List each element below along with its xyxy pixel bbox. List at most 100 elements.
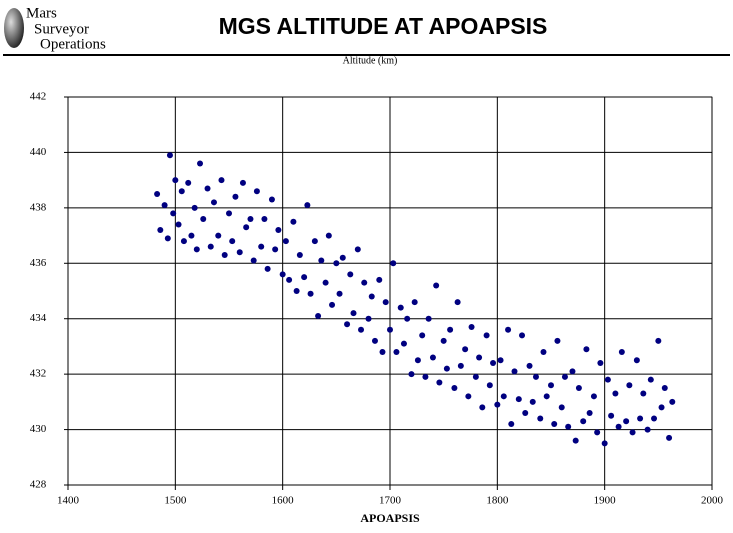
x-axis-label: APOAPSIS [360, 511, 420, 525]
point [365, 315, 372, 322]
point [339, 254, 346, 261]
logo-text: Surveyor [34, 21, 89, 37]
point [279, 271, 286, 278]
point [376, 276, 383, 283]
point [304, 202, 311, 209]
point [572, 437, 579, 444]
point [354, 246, 361, 253]
point [612, 390, 619, 397]
logo: Mars Surveyor Operations [4, 5, 106, 52]
logo-globe [4, 8, 24, 48]
point [472, 373, 479, 380]
chart-title: MGS ALTITUDE AT APOAPSIS [219, 13, 548, 39]
point [457, 362, 464, 369]
point [548, 382, 554, 389]
point [433, 282, 440, 289]
point [180, 238, 187, 245]
point [411, 299, 418, 306]
point [558, 404, 565, 411]
point [282, 238, 289, 245]
point [358, 326, 365, 333]
point [629, 429, 636, 436]
y-tick-label: 432 [30, 368, 47, 380]
point [537, 415, 544, 422]
point [540, 348, 547, 355]
point [511, 368, 518, 375]
point [468, 324, 475, 331]
point [200, 215, 207, 222]
point [666, 434, 673, 441]
point [215, 232, 222, 239]
point [419, 332, 426, 339]
point [344, 321, 351, 328]
y-tick-label: 436 [30, 257, 47, 269]
point [333, 260, 340, 267]
point [315, 312, 322, 319]
point [554, 337, 561, 344]
point [178, 188, 185, 195]
point [623, 418, 630, 425]
point [157, 227, 164, 234]
point [644, 426, 651, 433]
point [526, 362, 533, 369]
subtitle: Altitude (km) [343, 55, 398, 66]
point [387, 326, 393, 333]
point [275, 227, 282, 234]
point [172, 177, 179, 184]
logo-text: Mars [26, 5, 57, 21]
point [515, 396, 522, 403]
point [347, 271, 354, 278]
point [175, 221, 182, 228]
x-tick-label: 1500 [164, 495, 187, 507]
point [185, 179, 192, 186]
point [658, 404, 665, 411]
point [414, 357, 421, 364]
point [443, 365, 450, 372]
point [207, 243, 214, 250]
point [218, 177, 225, 184]
point [529, 398, 536, 405]
point [197, 160, 204, 167]
point [626, 382, 633, 389]
point [425, 315, 432, 322]
point [210, 199, 217, 206]
point [500, 393, 507, 400]
point [191, 204, 198, 211]
x-tick-label: 1600 [272, 495, 295, 507]
point [590, 393, 597, 400]
point [272, 246, 279, 253]
point [532, 373, 539, 380]
point [193, 246, 200, 253]
x-tick-label: 2000 [701, 495, 724, 507]
point [307, 290, 314, 297]
point [336, 290, 343, 297]
point [429, 354, 436, 361]
point [379, 348, 386, 355]
point [505, 326, 512, 333]
point [243, 224, 250, 231]
point [253, 188, 260, 195]
point [447, 326, 454, 333]
y-tick-label: 438 [30, 201, 47, 213]
point [371, 337, 378, 344]
point [204, 185, 211, 192]
point [483, 332, 490, 339]
x-tick-label: 1400 [57, 495, 80, 507]
point [647, 376, 654, 383]
point [154, 191, 161, 197]
x-tick-label: 1700 [379, 495, 402, 507]
point [301, 274, 308, 281]
point [575, 385, 582, 391]
point [497, 357, 504, 364]
point [479, 404, 486, 411]
point [633, 357, 640, 364]
point [494, 401, 501, 408]
point [264, 265, 271, 272]
point [604, 376, 611, 383]
point [561, 373, 568, 380]
point [226, 210, 232, 217]
point [476, 354, 483, 361]
point [451, 385, 458, 391]
point [490, 360, 497, 367]
point [486, 382, 493, 389]
